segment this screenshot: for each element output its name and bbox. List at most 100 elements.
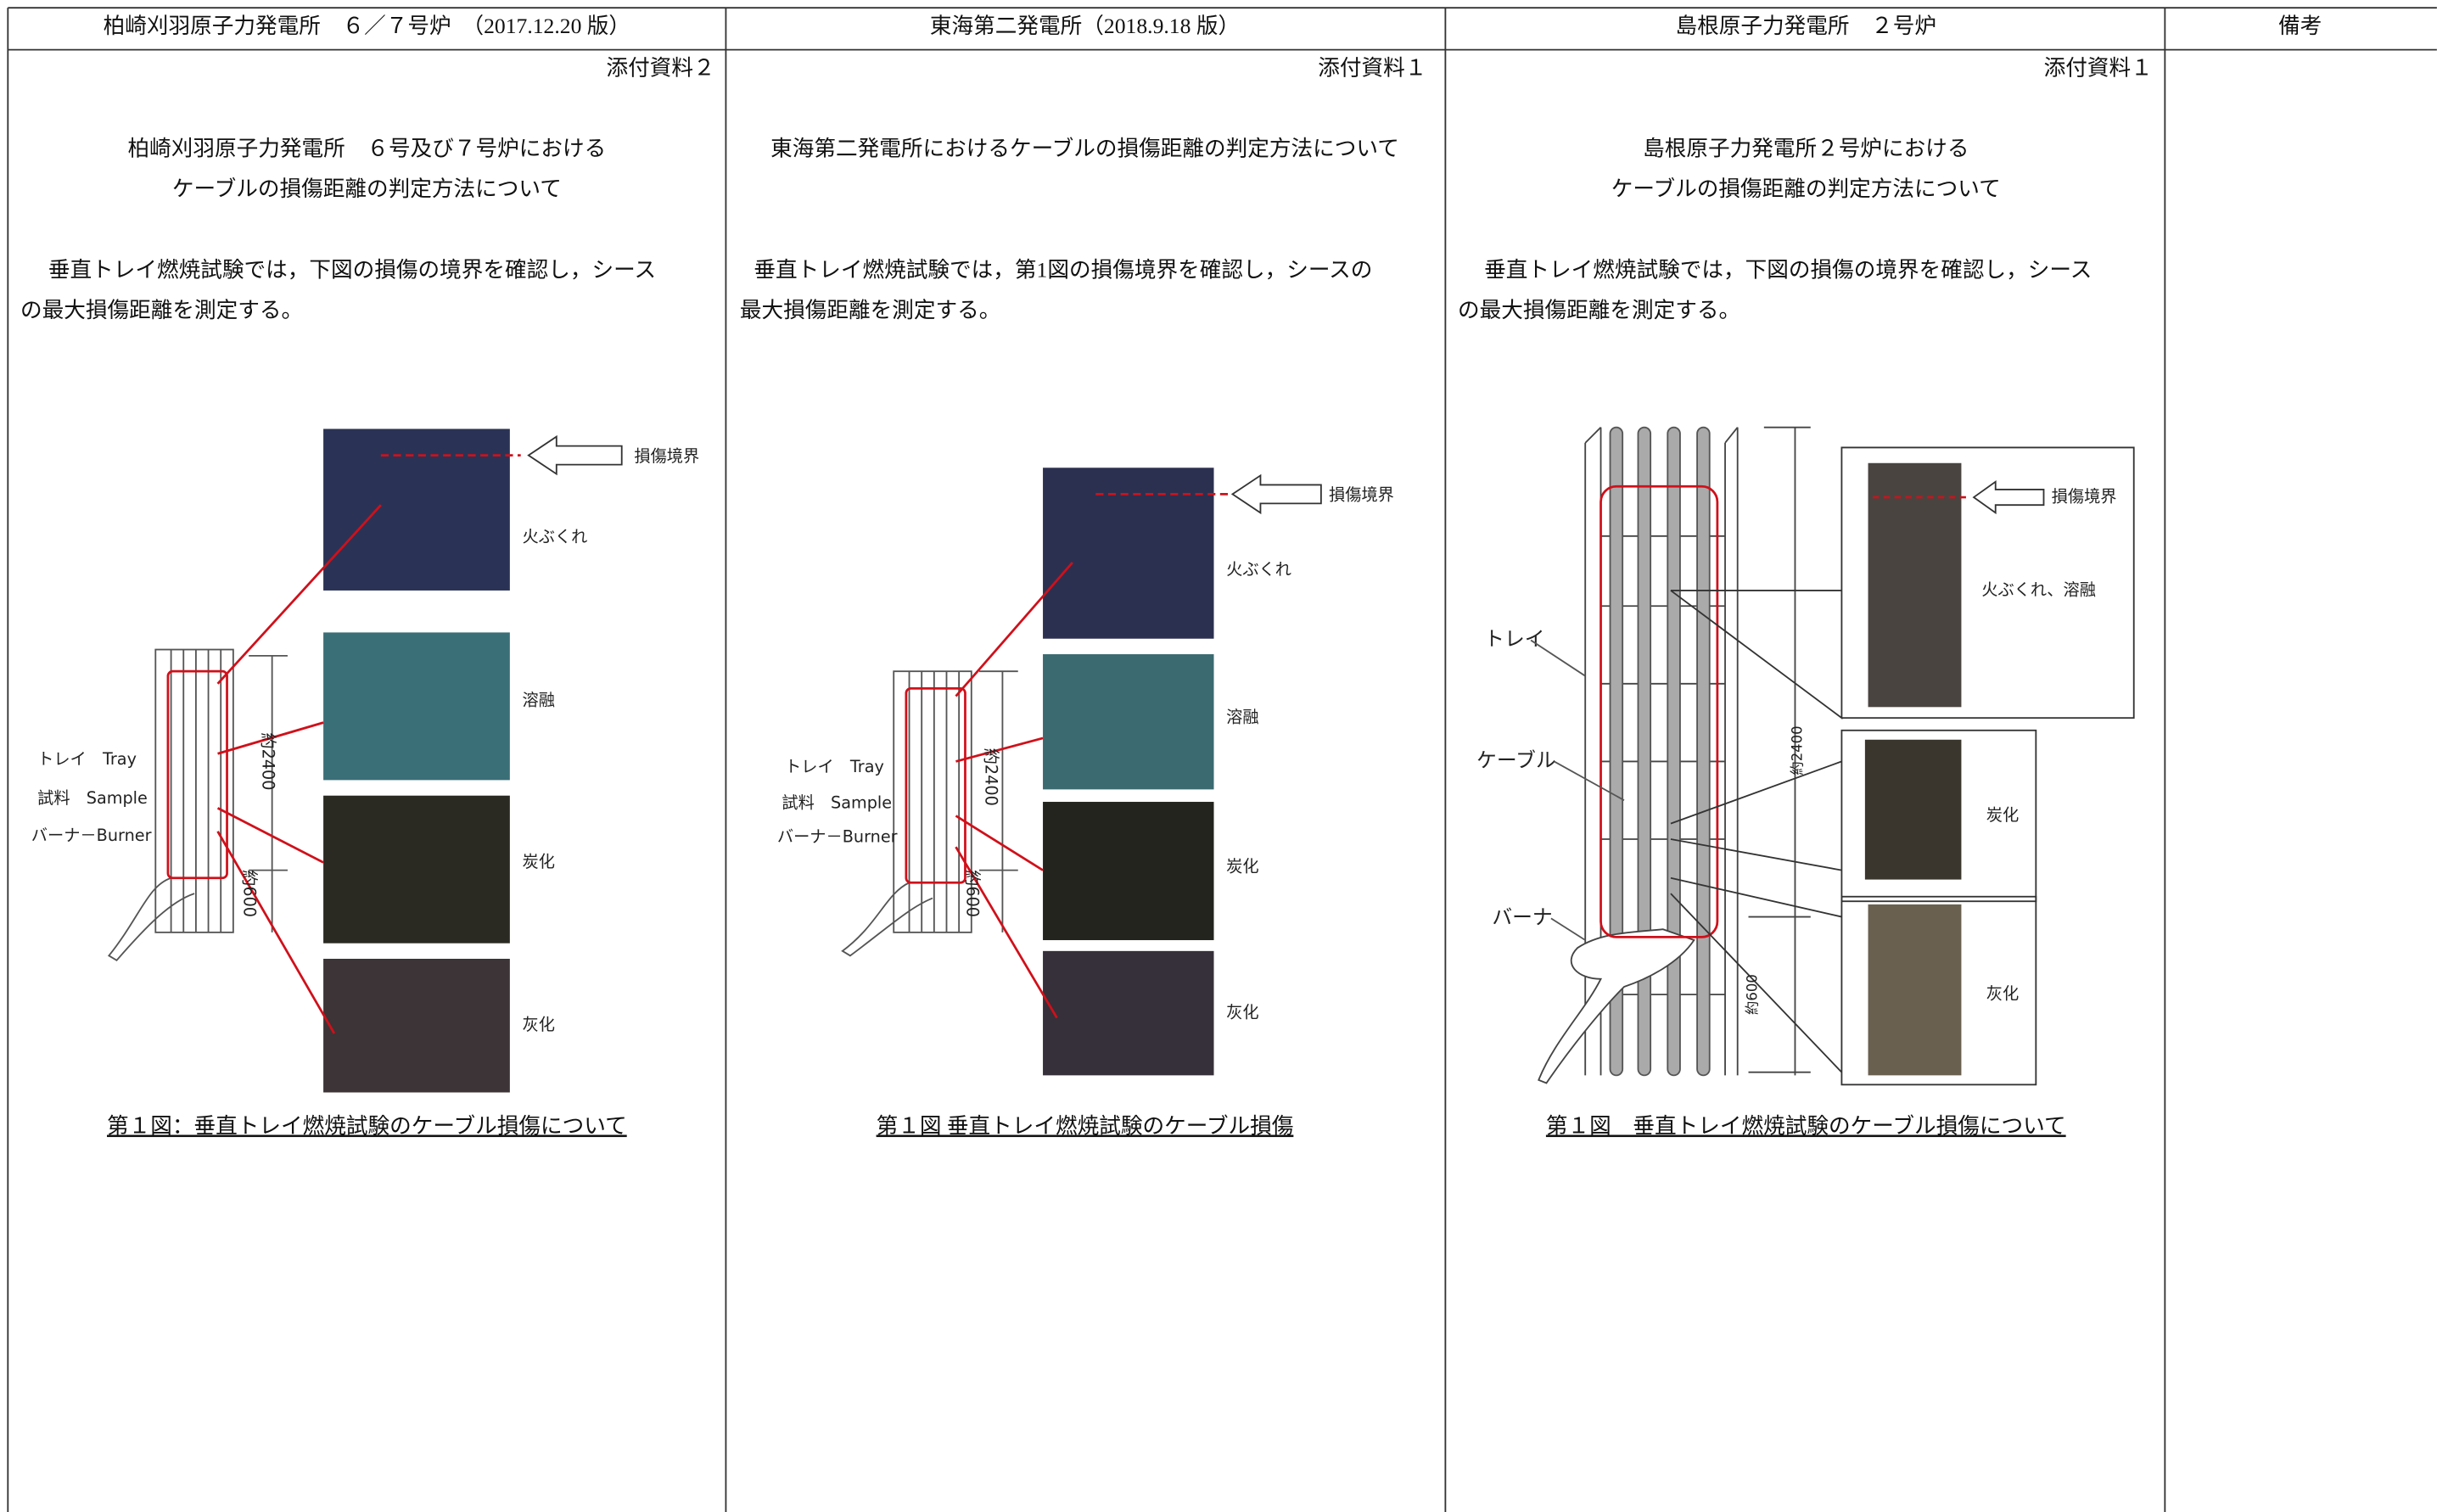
figure-label: 溶融 <box>523 690 555 709</box>
rule-line <box>1550 917 1586 941</box>
shape <box>1043 468 1214 639</box>
figure: 損傷境界 火ぶくれ、溶融 炭化 灰化 トレイ ケーブル バーナ 約2400 約6… <box>1476 426 2135 1086</box>
attachment-label: 添付資料１ <box>1318 55 1426 80</box>
shape <box>323 959 510 1093</box>
shape <box>166 669 228 880</box>
shape <box>1667 426 1681 1077</box>
figure-label: 灰化 <box>1986 984 2019 1004</box>
figure-caption: 第１図 垂直トレイ燃焼試験のケーブル損傷 <box>877 1114 1294 1139</box>
rule-line <box>955 846 1058 1019</box>
body-text: 垂直トレイ燃焼試験では，下図の損傷の境界を確認し，シース <box>1484 257 2092 282</box>
figure-label: 試料 Sample <box>782 792 892 812</box>
shape <box>1637 426 1652 1077</box>
rule-line <box>955 562 1073 697</box>
body-text: の最大損傷距離を測定する。 <box>1458 298 1740 322</box>
figure-label: トレイ Tray <box>785 757 884 776</box>
figure: 損傷境界 火ぶくれ 溶融 炭化 灰化 トレイ Tray 試料 Sample バー… <box>31 428 699 1093</box>
shape <box>1230 473 1322 515</box>
rule-line <box>1670 446 2135 720</box>
figure-label: 溶融 <box>1226 708 1258 727</box>
body-text: 垂直トレイ燃焼試験では，第1図の損傷境界を確認し，シースの <box>754 257 1372 282</box>
column-header: 柏崎刈羽原子力発電所 ６／７号炉 （2017.12.20 版） <box>104 14 630 38</box>
figure-label: トレイ Tray <box>37 749 137 769</box>
attachment-label: 添付資料２ <box>606 55 714 80</box>
doc-title: 柏崎刈羽原子力発電所 ６号及び７号炉における <box>127 137 606 161</box>
doc-title: ケーブルの損傷距離の判定方法について <box>172 176 562 201</box>
figure-label: 約2400 <box>259 732 278 790</box>
figure-label: 炭化 <box>1986 805 2019 825</box>
doc-title: 島根原子力発電所２号炉における <box>1643 137 1969 161</box>
rule-line <box>1724 427 1739 444</box>
rule-line <box>1670 760 1842 825</box>
figure-caption: 第１図：垂直トレイ燃焼試験のケーブル損傷について <box>107 1114 627 1139</box>
shape <box>323 428 510 591</box>
figure-label: 損傷境界 <box>1329 485 1394 505</box>
rule-line <box>1670 893 1843 1073</box>
rule-line <box>955 815 1044 871</box>
rule-line <box>1554 760 1625 801</box>
rule-line <box>1670 838 1842 871</box>
figure-label: トレイ <box>1484 627 1544 651</box>
shape <box>1868 904 1962 1076</box>
figure-label: 約600 <box>962 870 982 917</box>
figure-label: 火ぶくれ、溶融 <box>1981 580 2096 599</box>
column-header: 島根原子力発電所 ２号炉 <box>1676 14 1936 38</box>
shape <box>841 882 933 957</box>
rule-line <box>1670 876 1842 918</box>
figure-label: ケーブル <box>1476 748 1556 772</box>
figure-label: 火ぶくれ <box>1226 560 1291 580</box>
figure-label: 炭化 <box>523 852 555 871</box>
column-header: 東海第二発電所（2018.9.18 版） <box>930 14 1240 38</box>
shape <box>1696 426 1711 1077</box>
doc-title: 東海第二発電所におけるケーブルの損傷距離の判定方法について <box>770 137 1399 161</box>
group <box>1584 426 1811 1076</box>
shape <box>107 876 195 962</box>
shape <box>1599 484 1719 938</box>
shape <box>1043 950 1214 1076</box>
shape <box>323 632 510 781</box>
shape <box>1538 928 1695 1084</box>
doc-title: ケーブルの損傷距離の判定方法について <box>1611 176 2001 201</box>
attachment-label: 添付資料１ <box>2044 55 2153 80</box>
figure: 損傷境界 火ぶくれ 溶融 炭化 灰化 トレイ Tray 試料 Sample バー… <box>777 468 1394 1076</box>
body-text: の最大損傷距離を測定する。 <box>20 298 303 322</box>
rule-line <box>955 736 1044 763</box>
rule-line <box>216 831 336 1034</box>
figure-label: 約2400 <box>1790 725 1806 775</box>
figure-label: バーナ－Burner <box>31 826 152 845</box>
group <box>841 670 1018 957</box>
shape <box>1868 462 1962 708</box>
shape <box>323 795 510 944</box>
figure-caption: 第１図 垂直トレイ燃焼試験のケーブル損傷について <box>1546 1114 2066 1139</box>
column-header: 備考 <box>2278 14 2322 38</box>
shape <box>893 670 972 933</box>
figure-label: 損傷境界 <box>2052 487 2117 507</box>
figure-label: 損傷境界 <box>634 446 699 466</box>
figure-label: バーナ－Burner <box>777 827 898 847</box>
shape <box>154 648 234 933</box>
figure-label: 約600 <box>240 870 260 917</box>
shape <box>905 686 966 884</box>
rule-line <box>217 721 324 755</box>
shape <box>1864 739 1962 880</box>
group <box>107 648 288 962</box>
figure-label: バーナ <box>1492 905 1552 929</box>
figure-label: 灰化 <box>523 1015 555 1034</box>
shape <box>527 434 623 476</box>
figure-label: 約2400 <box>981 748 1000 806</box>
rule-line <box>216 504 382 685</box>
figure-label: 炭化 <box>1226 856 1258 876</box>
shape <box>1840 729 2037 903</box>
rule-line <box>1530 639 1586 677</box>
body-text: 垂直トレイ燃焼試験では，下図の損傷の境界を確認し，シース <box>48 257 656 282</box>
figure-label: 灰化 <box>1226 1003 1258 1022</box>
figure-label: 試料 Sample <box>37 788 148 808</box>
rule-line <box>216 807 324 864</box>
shape <box>1043 654 1214 790</box>
shape <box>1972 479 2045 515</box>
shape <box>1609 426 1624 1077</box>
body-text: 最大損傷距離を測定する。 <box>740 298 1000 322</box>
group <box>1609 426 1711 1077</box>
shape <box>1043 802 1214 941</box>
